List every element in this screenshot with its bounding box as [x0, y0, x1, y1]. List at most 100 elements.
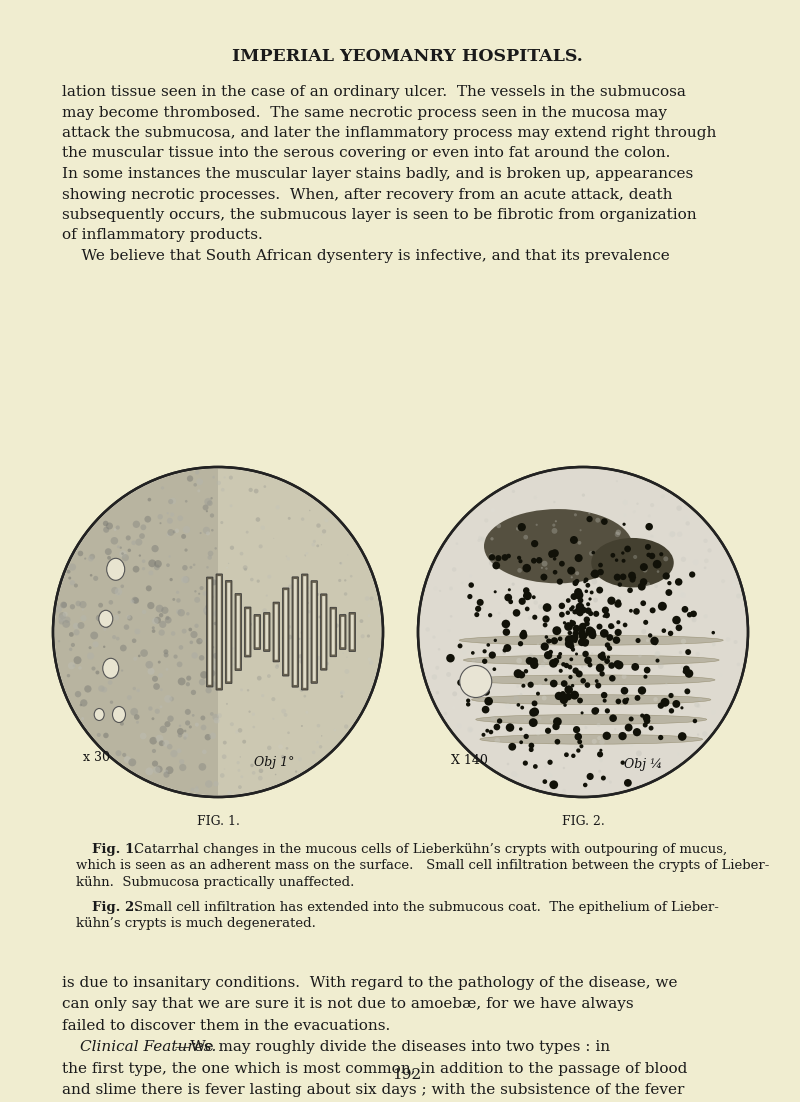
Circle shape: [159, 705, 162, 709]
Circle shape: [566, 598, 570, 603]
Circle shape: [241, 776, 243, 778]
Circle shape: [150, 737, 157, 745]
Circle shape: [533, 764, 538, 769]
Circle shape: [139, 533, 145, 539]
Circle shape: [542, 779, 547, 784]
Circle shape: [178, 609, 185, 616]
Circle shape: [305, 555, 306, 557]
Circle shape: [521, 630, 526, 636]
Circle shape: [450, 615, 453, 617]
Circle shape: [562, 598, 565, 602]
Circle shape: [506, 553, 511, 559]
Circle shape: [625, 623, 627, 625]
Circle shape: [575, 571, 579, 575]
Circle shape: [570, 536, 578, 544]
Circle shape: [115, 705, 119, 710]
Circle shape: [202, 749, 206, 754]
Circle shape: [210, 665, 217, 670]
Circle shape: [227, 791, 231, 795]
Circle shape: [318, 616, 322, 618]
Circle shape: [214, 781, 218, 787]
FancyBboxPatch shape: [349, 613, 355, 651]
Circle shape: [142, 560, 146, 563]
Circle shape: [118, 611, 121, 614]
Circle shape: [240, 552, 243, 555]
Circle shape: [559, 612, 565, 617]
Circle shape: [186, 612, 190, 616]
Circle shape: [193, 563, 195, 566]
Circle shape: [74, 656, 82, 665]
Circle shape: [550, 549, 559, 558]
Circle shape: [106, 522, 113, 530]
Circle shape: [166, 512, 169, 515]
Circle shape: [301, 631, 304, 635]
Circle shape: [288, 517, 290, 520]
Circle shape: [561, 662, 566, 667]
Text: kühn.  Submucosa practically unaffected.: kühn. Submucosa practically unaffected.: [76, 876, 354, 889]
Circle shape: [529, 709, 538, 716]
Circle shape: [153, 766, 160, 774]
Ellipse shape: [94, 709, 104, 721]
Circle shape: [614, 661, 623, 669]
Circle shape: [185, 709, 191, 715]
Circle shape: [359, 619, 363, 623]
Circle shape: [158, 673, 163, 678]
Circle shape: [650, 605, 654, 608]
Circle shape: [97, 733, 101, 737]
Circle shape: [344, 724, 348, 728]
Circle shape: [202, 527, 210, 534]
Circle shape: [322, 533, 323, 536]
Circle shape: [542, 695, 546, 701]
Circle shape: [579, 628, 583, 631]
Circle shape: [542, 561, 547, 566]
Circle shape: [618, 596, 622, 599]
Circle shape: [190, 565, 193, 569]
FancyBboxPatch shape: [292, 576, 298, 688]
Circle shape: [633, 608, 640, 615]
Circle shape: [661, 494, 665, 498]
Circle shape: [569, 607, 574, 612]
Circle shape: [553, 717, 562, 726]
Circle shape: [210, 514, 214, 518]
Circle shape: [154, 564, 160, 571]
Circle shape: [78, 551, 83, 557]
Circle shape: [606, 778, 610, 781]
Circle shape: [69, 633, 74, 637]
Circle shape: [517, 555, 522, 560]
Circle shape: [74, 691, 82, 698]
Circle shape: [523, 734, 529, 739]
FancyBboxPatch shape: [341, 617, 344, 647]
Circle shape: [221, 488, 225, 491]
Circle shape: [195, 469, 199, 475]
Circle shape: [541, 574, 547, 581]
FancyBboxPatch shape: [311, 581, 318, 683]
Circle shape: [615, 699, 622, 704]
Circle shape: [319, 745, 322, 748]
Circle shape: [208, 670, 215, 677]
Circle shape: [608, 623, 614, 629]
Text: FIG. 2.: FIG. 2.: [562, 815, 604, 828]
Circle shape: [154, 709, 160, 714]
Circle shape: [506, 629, 510, 634]
Circle shape: [614, 574, 621, 581]
Circle shape: [449, 586, 453, 591]
Circle shape: [697, 704, 701, 707]
Circle shape: [272, 717, 274, 720]
Circle shape: [522, 564, 531, 572]
Circle shape: [573, 625, 580, 633]
Circle shape: [91, 667, 95, 671]
Circle shape: [173, 530, 176, 533]
Circle shape: [95, 616, 99, 620]
Circle shape: [166, 616, 170, 620]
Circle shape: [605, 709, 610, 713]
Circle shape: [534, 601, 538, 605]
Circle shape: [681, 593, 686, 598]
Circle shape: [194, 597, 200, 603]
Circle shape: [436, 691, 439, 694]
Circle shape: [252, 771, 255, 775]
Circle shape: [506, 703, 510, 709]
Circle shape: [103, 627, 106, 631]
Circle shape: [235, 660, 238, 663]
Circle shape: [165, 617, 172, 624]
Text: showing necrotic processes.  When, after recovery from an acute attack, death: showing necrotic processes. When, after …: [62, 187, 673, 202]
